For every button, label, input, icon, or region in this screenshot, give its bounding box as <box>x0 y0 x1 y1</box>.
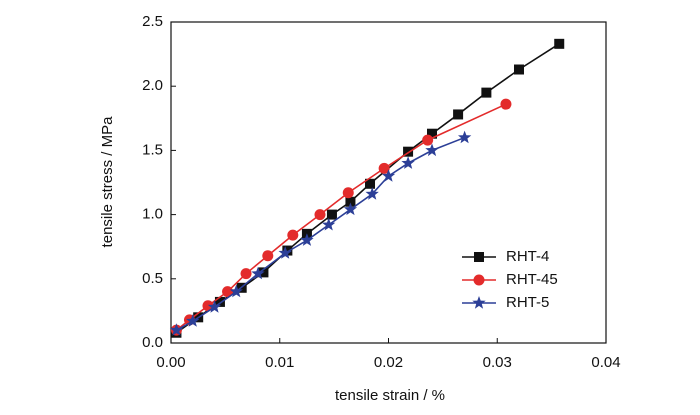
marker <box>425 143 439 157</box>
series-line <box>176 136 465 331</box>
marker <box>514 64 524 75</box>
legend-label: RHT-5 <box>506 294 549 311</box>
x-tick-label: 0.02 <box>374 354 403 371</box>
marker <box>214 296 225 307</box>
marker <box>207 300 222 313</box>
marker <box>287 229 299 241</box>
legend-marker <box>474 252 484 262</box>
y-tick-label: 1.0 <box>142 206 163 223</box>
marker <box>343 202 358 216</box>
marker <box>262 250 274 262</box>
marker <box>453 109 464 120</box>
x-tick-label: 0.03 <box>483 354 512 371</box>
x-tick-label: 0.00 <box>156 354 185 371</box>
y-tick-label: 0.5 <box>142 270 163 287</box>
marker <box>554 38 565 49</box>
marker <box>365 178 376 189</box>
marker <box>458 130 472 144</box>
x-axis-label: tensile strain / % <box>335 387 445 404</box>
marker <box>427 128 437 139</box>
legend-label: RHT-4 <box>506 248 549 265</box>
marker <box>365 187 379 200</box>
legend-label: RHT-45 <box>506 271 558 288</box>
marker <box>378 162 390 174</box>
x-tick-label: 0.04 <box>591 354 620 371</box>
y-axis-label: tensile stress / MPa <box>99 116 116 248</box>
marker <box>186 314 200 327</box>
marker <box>401 156 415 169</box>
marker <box>169 323 184 336</box>
legend-marker <box>472 296 486 309</box>
y-tick-label: 2.0 <box>142 77 163 94</box>
marker <box>381 169 396 182</box>
marker <box>403 146 414 157</box>
marker <box>345 196 356 207</box>
marker <box>314 209 326 221</box>
marker <box>300 233 314 246</box>
y-tick-label: 1.5 <box>142 141 163 158</box>
x-tick-label: 0.01 <box>265 354 294 371</box>
marker <box>326 209 337 220</box>
marker <box>422 134 434 146</box>
marker <box>278 246 292 259</box>
y-tick-label: 2.5 <box>142 13 163 30</box>
marker <box>500 98 512 110</box>
y-tick-label: 0.0 <box>142 334 163 351</box>
marker <box>229 284 243 298</box>
marker <box>481 87 492 98</box>
marker <box>202 300 214 312</box>
marker <box>322 217 336 231</box>
marker <box>342 187 354 199</box>
marker <box>240 268 252 280</box>
marker <box>222 286 234 298</box>
legend-marker <box>473 274 485 286</box>
marker <box>251 266 265 280</box>
marker <box>282 245 293 256</box>
